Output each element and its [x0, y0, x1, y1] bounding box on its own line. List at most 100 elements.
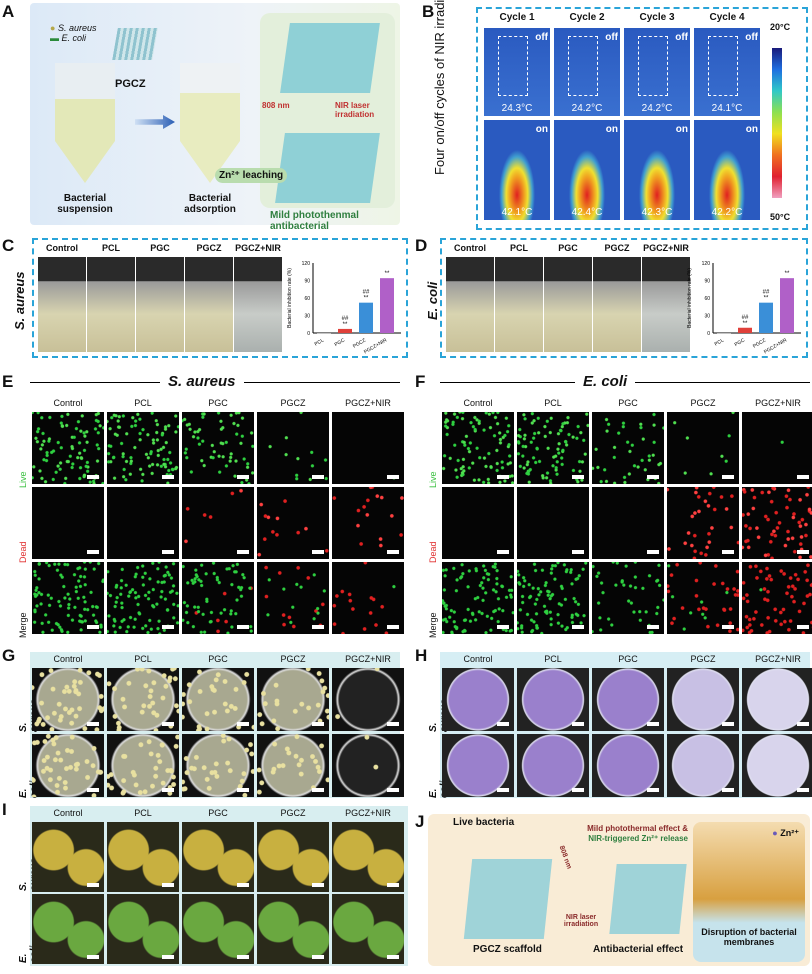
fluorescence-image [442, 562, 514, 634]
plate-image [107, 668, 179, 731]
scale-bar [312, 955, 324, 959]
tube-adsorption [180, 63, 240, 183]
off-temp: 24.3°C [501, 103, 533, 114]
row-label: Live [18, 471, 28, 488]
significance-mark: ** [364, 296, 369, 302]
bar [317, 333, 331, 334]
group-label: PGC [208, 398, 228, 408]
y-tick-label: 60 [304, 296, 310, 302]
fluorescence-image [107, 487, 179, 559]
bar [738, 327, 752, 333]
laser-wavelength: 808 nm [557, 844, 573, 871]
fluorescence-image [742, 562, 812, 634]
sem-image [32, 822, 104, 892]
scaffold-image [463, 859, 553, 939]
scale-bar [797, 475, 809, 479]
scaffold-bottom [275, 133, 380, 203]
scale-bar [387, 475, 399, 479]
fluorescence-image [592, 487, 664, 559]
scale-bar [387, 788, 399, 792]
off-label: off [535, 32, 548, 43]
scale-bar [312, 722, 324, 726]
fluorescence-image [442, 412, 514, 484]
x-tick-label: PCL [714, 337, 726, 347]
pgcz-label: PGCZ [115, 78, 146, 90]
scale-bar [87, 955, 99, 959]
scale-bar [162, 722, 174, 726]
panel-d-frame [440, 238, 808, 358]
off-temp: 24.2°C [571, 103, 603, 114]
scale-bar [797, 550, 809, 554]
plate-image [32, 734, 104, 797]
off-temp: 24.2°C [641, 103, 673, 114]
fluorescence-image [32, 562, 104, 634]
scale-bar [572, 788, 584, 792]
chart-c: 0 30 60 90 120 Bacterial inhibition rate (%) P… [287, 261, 401, 355]
on-temp: 42.2°C [711, 207, 743, 218]
vial-image [234, 257, 282, 352]
group-label: Control [463, 398, 493, 408]
scale-bar [497, 788, 509, 792]
row-label: Merge [428, 612, 438, 638]
off-label: off [745, 32, 758, 43]
cycle-label: Cycle 3 [639, 12, 675, 23]
x-tick-label: PGCZ [752, 338, 767, 350]
scale-bar [312, 625, 324, 629]
panel-f-title: E. coli [575, 373, 636, 390]
fluorescence-image [667, 412, 739, 484]
group-label: PGCZ [196, 243, 222, 253]
scale-bar [162, 883, 174, 887]
scale-bar [572, 475, 584, 479]
scale-bar [312, 550, 324, 554]
group-label: Control [53, 654, 83, 664]
plate-image [517, 668, 589, 731]
scale-bar [387, 625, 399, 629]
x-tick-label: PGCZ [352, 338, 367, 350]
scaffold-label: PGCZ scaffold [473, 944, 542, 955]
arrow-icon [135, 115, 175, 129]
plate-image [257, 668, 329, 731]
scale-bar [87, 550, 99, 554]
on-temp: 42.1°C [501, 207, 533, 218]
panel-h-label: H [415, 646, 428, 665]
laser-label: NIR laser irradiation [335, 101, 375, 119]
on-label: on [535, 124, 548, 135]
legend: ● S. aureus ▬ E. coli [50, 23, 97, 43]
y-tick-label: 0 [707, 331, 710, 337]
off-label: off [605, 32, 618, 43]
plate-image [442, 668, 514, 731]
panel-d-label: D [415, 236, 428, 255]
scale-bar [237, 955, 249, 959]
off-temp: 24.1°C [711, 103, 743, 114]
fluorescence-image [517, 412, 589, 484]
off-label: off [675, 32, 688, 43]
panel-c-label: C [2, 236, 15, 255]
vial-image [495, 257, 543, 352]
vial-image [38, 257, 86, 352]
group-label: Control [454, 243, 486, 253]
scale-bar [237, 625, 249, 629]
bar [717, 333, 731, 334]
vial-image [185, 257, 233, 352]
row-label: Live [428, 471, 438, 488]
group-label: PGCZ [280, 654, 306, 664]
sem-image [182, 894, 254, 964]
group-label: PGC [558, 243, 578, 253]
scale-bar [237, 550, 249, 554]
plate-image [742, 668, 812, 731]
panel-d-organism: E. coli [425, 282, 440, 320]
group-label: PGC [618, 398, 638, 408]
effect-line1: Mild photothermal effect & [587, 824, 688, 833]
group-label: PCL [544, 654, 562, 664]
panel-g-label: G [2, 646, 16, 665]
vial-image [544, 257, 592, 352]
scale-bar [162, 788, 174, 792]
scale-bar [87, 883, 99, 887]
bar [359, 302, 373, 333]
plate-image [332, 668, 404, 731]
scaffold-after [609, 864, 687, 934]
vial-image [446, 257, 494, 352]
scale-bar [312, 475, 324, 479]
organism-text: E. coli [425, 281, 440, 320]
group-label: PGCZ+NIR [755, 654, 801, 664]
